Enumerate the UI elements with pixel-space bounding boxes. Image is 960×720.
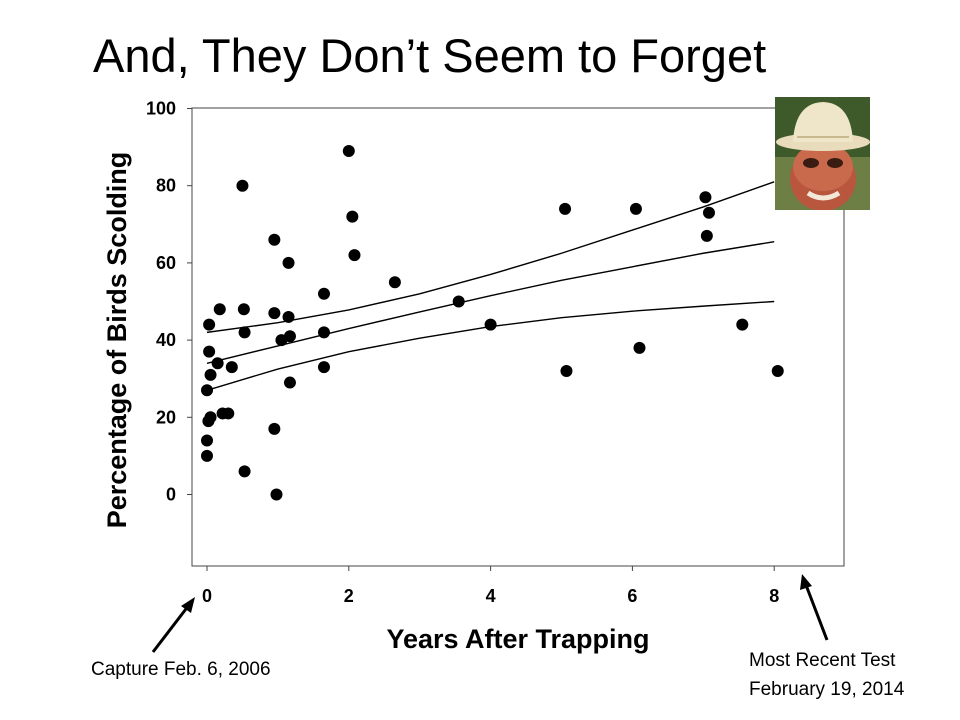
x-tick-label: 4 (486, 586, 496, 606)
data-point-35 (559, 202, 572, 215)
data-point-40 (702, 206, 715, 219)
fit-line-0 (206, 181, 775, 334)
data-point-29 (342, 144, 355, 157)
data-point-12 (225, 361, 238, 374)
data-point-31 (348, 249, 361, 262)
x-tick-label: 8 (769, 586, 779, 606)
y-axis-label: Percentage of Birds Scolding (102, 152, 132, 529)
data-point-25 (283, 376, 296, 389)
plot-frame (191, 107, 845, 567)
data-point-5 (204, 368, 217, 381)
data-point-18 (268, 307, 281, 320)
y-tick-label: 80 (156, 176, 176, 196)
data-point-11 (222, 407, 235, 420)
x-tick-label: 6 (627, 586, 637, 606)
data-point-37 (629, 202, 642, 215)
data-point-39 (699, 191, 712, 204)
data-points (201, 144, 784, 501)
data-point-6 (203, 345, 216, 358)
data-point-27 (317, 326, 330, 339)
data-point-34 (484, 318, 497, 331)
x-tick-label: 2 (344, 586, 354, 606)
data-point-43 (771, 364, 784, 377)
data-point-19 (268, 422, 281, 435)
data-point-15 (238, 326, 251, 339)
data-point-16 (238, 465, 251, 478)
y-tick-label: 60 (156, 253, 176, 273)
capture-arrow (151, 597, 195, 653)
data-point-3 (204, 411, 217, 424)
data-point-17 (268, 233, 281, 246)
data-point-32 (388, 276, 401, 289)
data-point-23 (282, 310, 295, 323)
data-point-4 (201, 384, 213, 397)
y-tick-label: 0 (166, 485, 176, 505)
recent-test-arrow (800, 574, 829, 641)
data-point-33 (452, 295, 465, 308)
data-point-42 (736, 318, 749, 331)
recent-test-annotation-line2: February 19, 2014 (749, 679, 905, 700)
data-point-20 (270, 488, 283, 501)
slide-title: And, They Don’t Seem to Forget (93, 29, 767, 82)
y-tick-label: 20 (156, 407, 176, 427)
fit-lines (206, 181, 775, 391)
data-point-26 (317, 287, 330, 300)
data-point-1 (201, 434, 213, 447)
pith-helmet-mask-icon (775, 97, 870, 211)
data-point-38 (633, 341, 646, 354)
data-point-9 (213, 303, 226, 316)
x-tick-label: 0 (202, 586, 212, 606)
recent-test-annotation-line1: Most Recent Test (749, 650, 896, 671)
data-point-22 (282, 256, 295, 269)
x-axis-label: Years After Trapping (386, 624, 649, 654)
data-point-28 (317, 361, 330, 374)
data-point-13 (236, 179, 249, 192)
data-point-7 (211, 357, 224, 370)
capture-date-annotation: Capture Feb. 6, 2006 (91, 659, 271, 680)
data-point-14 (237, 303, 250, 316)
y-tick-label: 100 (146, 99, 176, 119)
data-point-24 (283, 330, 296, 343)
fit-line-1 (206, 240, 775, 364)
data-point-30 (346, 210, 359, 223)
data-point-8 (203, 318, 216, 331)
y-tick-label: 40 (156, 330, 176, 350)
data-point-41 (700, 229, 713, 242)
data-point-36 (560, 364, 573, 377)
data-point-0 (201, 449, 213, 462)
